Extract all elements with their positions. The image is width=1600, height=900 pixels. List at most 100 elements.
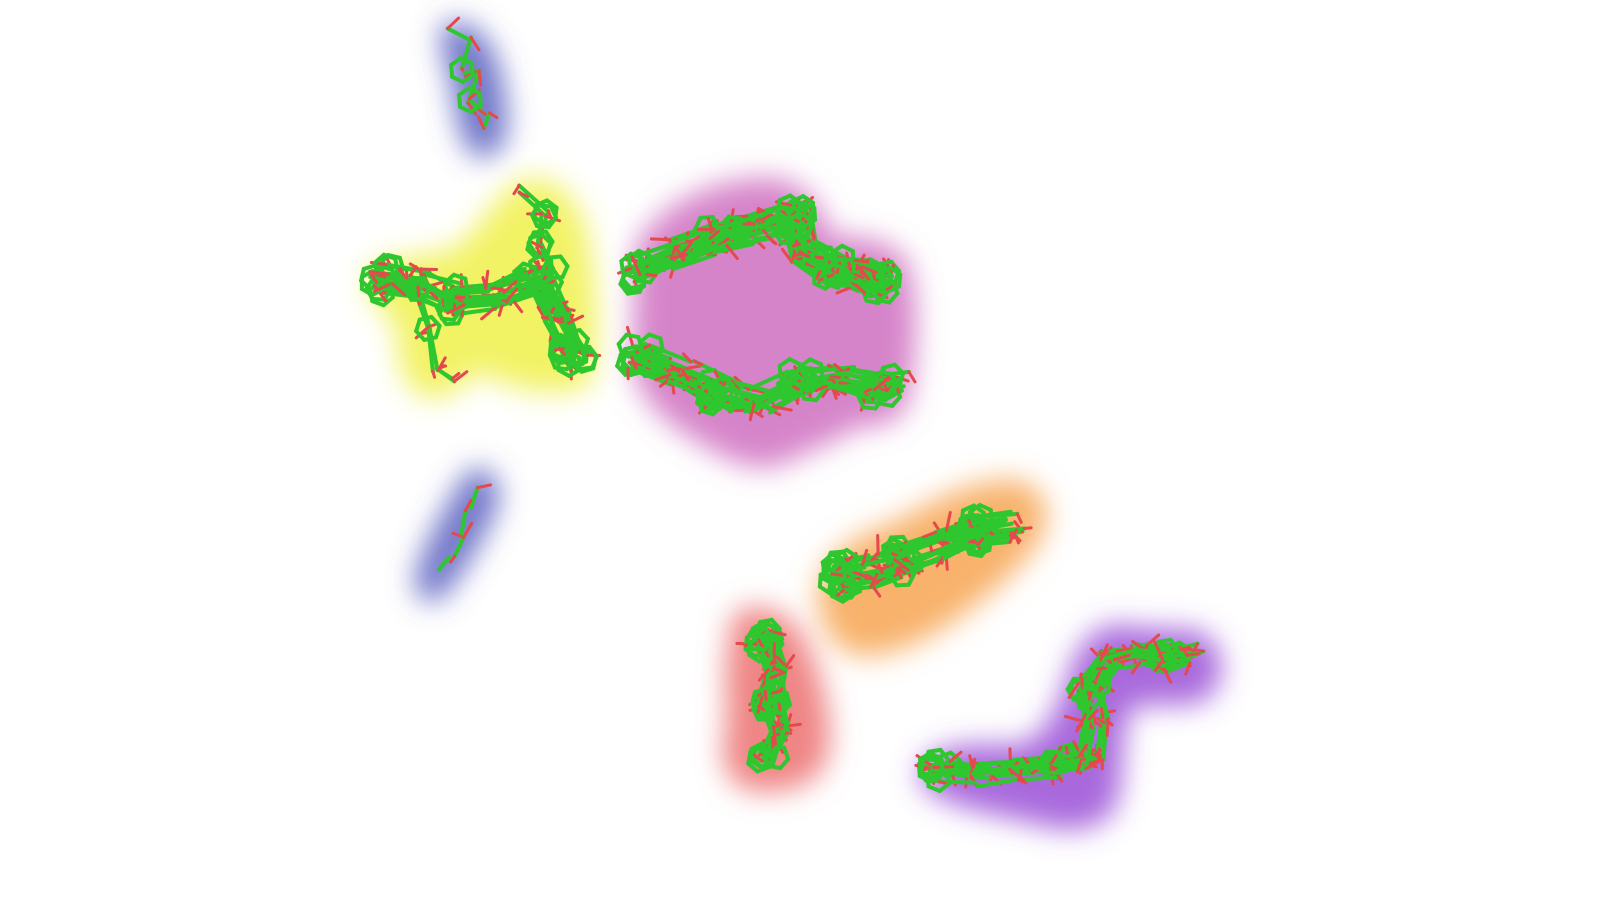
carbon-bond (644, 350, 690, 372)
carbon-bond (812, 205, 818, 222)
oxygen-bond (510, 297, 524, 314)
carbon-bond (760, 724, 776, 754)
carbon-bond (782, 745, 791, 762)
carbon-bond (820, 255, 857, 262)
oxygen-bond (944, 511, 952, 532)
oxygen-bond (798, 250, 809, 258)
carbon-bond (658, 336, 665, 353)
carbon-bond (541, 276, 564, 320)
oxygen-bond (1099, 706, 1105, 720)
carbon-bond (671, 231, 717, 256)
carbon-bond (477, 91, 483, 108)
oxygen-bond (446, 303, 466, 315)
carbon-bond (545, 240, 553, 257)
oxygen-bond (669, 253, 688, 261)
oxygen-bond (535, 246, 545, 262)
oxygen-bond (860, 265, 878, 274)
oxygen-bond (436, 356, 447, 372)
carbon-bond (987, 759, 1030, 765)
carbon-bond (481, 272, 531, 294)
carbon-bond (772, 731, 790, 758)
carbon-bond (891, 280, 900, 296)
oxygen-bond (852, 570, 874, 581)
oxygen-bond (566, 314, 585, 325)
oxygen-bond (372, 284, 388, 303)
oxygen-bond (476, 483, 492, 490)
carbon-bond (840, 579, 872, 587)
carbon-bond (907, 544, 957, 564)
carbon-bond (971, 533, 1013, 543)
carbon-bond (706, 398, 752, 413)
oxygen-bond (966, 539, 978, 544)
oxygen-bond (484, 269, 490, 290)
oxygen-bond (775, 655, 787, 667)
molecule-blue-bottom (437, 483, 492, 572)
carbon-bond (828, 245, 838, 261)
oxygen-bond (835, 286, 852, 295)
oxygen-bond (1112, 653, 1131, 662)
carbon-bond (784, 691, 792, 707)
carbon-bond (569, 337, 576, 353)
oxygen-bond (671, 242, 686, 262)
carbon-bond (1094, 688, 1102, 704)
oxygen-bond (1022, 526, 1033, 531)
carbon-bond (535, 211, 544, 250)
carbon-bond (794, 234, 824, 261)
carbon-bond (681, 243, 727, 262)
oxygen-bond (398, 267, 406, 278)
carbon-bond (1082, 652, 1103, 691)
carbon-bond (847, 567, 886, 579)
oxygen-bond (475, 107, 487, 117)
carbon-bond (787, 225, 794, 264)
carbon-bond (1103, 664, 1141, 671)
carbon-bond (524, 271, 551, 313)
oxygen-bond (893, 558, 910, 572)
oxygen-bond (1105, 717, 1110, 737)
oxygen-bond (1077, 743, 1089, 758)
carbon-bond (1129, 646, 1165, 656)
oxygen-bond (772, 405, 793, 412)
carbon-bond (942, 540, 978, 561)
carbon-bond (725, 386, 769, 401)
carbon-bond (767, 642, 773, 659)
oxygen-bond (1067, 681, 1080, 699)
carbon-bond (443, 285, 492, 294)
oxygen-bond (765, 234, 778, 246)
carbon-bond (762, 707, 776, 743)
carbon-bond (1016, 774, 1063, 782)
carbon-bond (644, 258, 686, 277)
oxygen-bond (834, 588, 845, 599)
carbon-bond (1007, 757, 1054, 772)
oxygen-bond (628, 361, 644, 367)
oxygen-bond (544, 214, 562, 223)
carbon-bond (433, 323, 442, 340)
oxygen-bond (506, 287, 519, 302)
oxygen-bond (692, 359, 704, 367)
oxygen-bond (1194, 648, 1205, 653)
carbon-bond (539, 245, 553, 274)
carbon-bond (772, 630, 788, 668)
carbon-bond (629, 241, 679, 259)
oxygen-bond (416, 285, 421, 306)
carbon-bond (822, 275, 855, 288)
carbon-bond (566, 321, 590, 358)
carbon-bond (882, 376, 903, 387)
carbon-bond (459, 35, 473, 71)
carbon-bond (975, 777, 1023, 789)
carbon-bond (629, 355, 672, 378)
carbon-bond (860, 556, 898, 567)
oxygen-bond (1184, 661, 1192, 676)
carbon-bond (975, 539, 1012, 547)
oxygen-bond (469, 35, 481, 52)
oxygen-bond (449, 554, 457, 564)
carbon-bond (843, 372, 890, 384)
carbon-bond (1088, 695, 1095, 730)
carbon-bond (751, 381, 792, 407)
oxygen-bond (948, 750, 963, 763)
carbon-bond (1084, 725, 1096, 771)
carbon-bond (554, 280, 564, 295)
molecule-red (735, 617, 802, 774)
carbon-bond (927, 767, 975, 778)
carbon-bond (1080, 685, 1092, 722)
